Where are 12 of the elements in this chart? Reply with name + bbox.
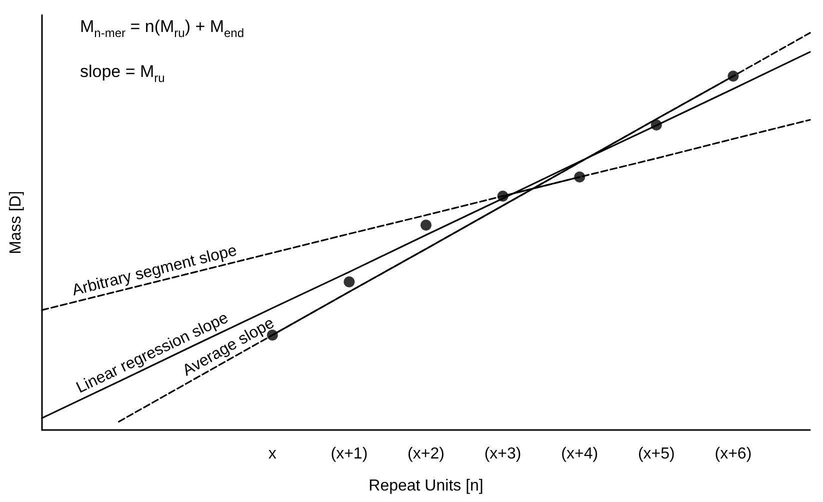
x-tick-label: x bbox=[268, 446, 276, 462]
x-tick-label: (x+5) bbox=[638, 446, 675, 462]
x-tick-label: (x+2) bbox=[408, 446, 444, 462]
y-axis-title: Mass [D] bbox=[8, 190, 24, 254]
x-tick-label: (x+6) bbox=[714, 446, 752, 462]
point bbox=[344, 276, 355, 288]
x-tick-label: (x+3) bbox=[484, 446, 522, 462]
x-tick-label: (x+1) bbox=[330, 446, 368, 462]
point bbox=[420, 220, 432, 231]
x-tick-label: (x+4) bbox=[561, 446, 598, 462]
x-axis-title: Repeat Units [n] bbox=[368, 478, 484, 494]
text: Arbitrary segment slope bbox=[70, 242, 239, 300]
